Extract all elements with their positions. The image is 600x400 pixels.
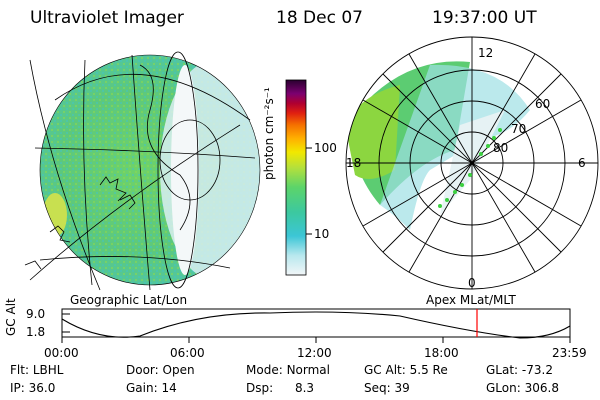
geographic-grid: [24, 51, 261, 291]
time-tick-0000: 00:00: [44, 346, 79, 360]
altitude-curve: [61, 311, 571, 339]
lat-label-70: 70: [511, 122, 527, 136]
time-tick-2359: 23:59: [552, 346, 587, 360]
colorbar-label-100: 100: [314, 141, 337, 155]
lat-label-60: 60: [535, 97, 551, 111]
time-tick-1800: 18:00: [424, 346, 459, 360]
time-label: 19:37:00 UT: [432, 8, 537, 28]
geographic-globe: [40, 55, 260, 285]
polar-auroral-image: [346, 61, 530, 230]
colorbar-label-10: 10: [314, 227, 330, 241]
polar-oval-spots: [438, 128, 502, 208]
status-seq: Seq: 39: [364, 381, 410, 395]
mlt-label-12: 12: [478, 46, 494, 60]
polar-panel-label: Apex MLat/MLT: [426, 293, 516, 307]
status-glon: GLon: 306.8: [486, 381, 559, 395]
status-mode: Mode: Normal: [246, 363, 330, 377]
geo-panel-label: Geographic Lat/Lon: [70, 293, 188, 307]
altitude-plot: [61, 308, 571, 343]
lat-label-80: 80: [493, 141, 509, 155]
status-flt: Flt: LBHL: [10, 363, 64, 377]
altitude-ytick-1-8: 1.8: [26, 325, 46, 339]
colorbar-unit-label: photon cm⁻²s⁻¹: [262, 87, 276, 180]
status-door: Door: Open: [126, 363, 195, 377]
time-tick-1200: 12:00: [297, 346, 332, 360]
date-label: 18 Dec 07: [276, 8, 363, 28]
mlt-label-0: 0: [468, 276, 476, 290]
status-ip: IP: 36.0: [10, 381, 56, 395]
status-gc-alt: GC Alt: 5.5 Re: [364, 363, 448, 377]
altitude-ylabel: GC Alt: [4, 298, 18, 336]
mlt-label-18: 18: [346, 156, 362, 170]
polar-grid: [345, 36, 599, 290]
altitude-ytick-9: 9.0: [26, 307, 46, 321]
colorbar-gradient: [285, 79, 307, 276]
status-dsp: Dsp: 8.3: [246, 381, 315, 395]
time-tick-0600: 06:00: [170, 346, 205, 360]
mlt-label-6: 6: [578, 156, 586, 170]
instrument-title: Ultraviolet Imager: [30, 8, 184, 28]
status-glat: GLat: -73.2: [486, 363, 553, 377]
status-gain: Gain: 14: [126, 381, 177, 395]
